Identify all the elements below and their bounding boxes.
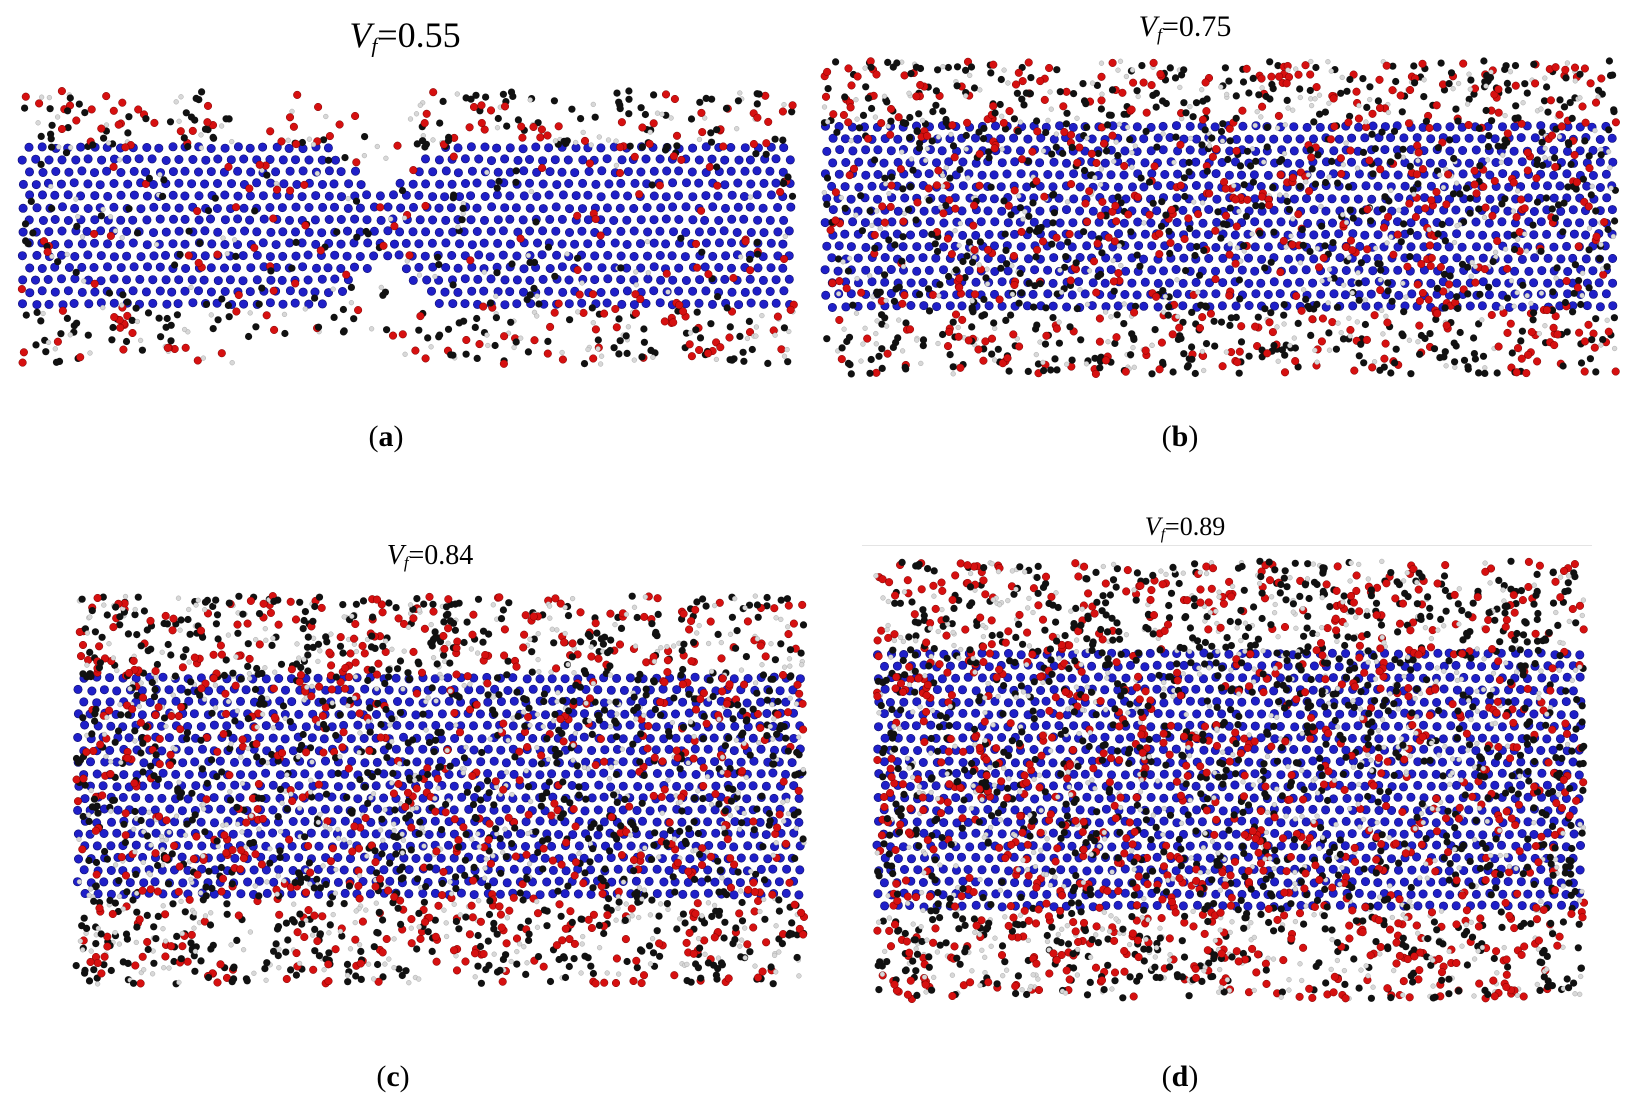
caption-b: (b)	[1161, 420, 1199, 453]
panel-d-top-rule	[862, 545, 1592, 546]
polymer-matrix	[873, 557, 1589, 1004]
caption-c: (c)	[376, 1060, 410, 1093]
molecular-simulation-a	[17, 87, 798, 368]
caption-a: (a)	[368, 420, 404, 453]
vf-label-b: Vf=0.75	[1138, 10, 1232, 45]
molecular-simulation-c	[72, 592, 809, 988]
molecular-simulation-b	[820, 57, 1620, 378]
vf-label-d: Vf=0.89	[1144, 512, 1226, 543]
vf-label-c: Vf=0.84	[386, 540, 474, 573]
polymer-matrix	[17, 87, 798, 368]
polymer-matrix	[820, 57, 1620, 378]
polymer-matrix	[72, 592, 809, 988]
molecular-simulation-d	[872, 557, 1589, 1004]
vf-label-a: Vf=0.55	[349, 15, 461, 58]
nanotube	[17, 142, 796, 310]
caption-d: (d)	[1161, 1060, 1199, 1093]
